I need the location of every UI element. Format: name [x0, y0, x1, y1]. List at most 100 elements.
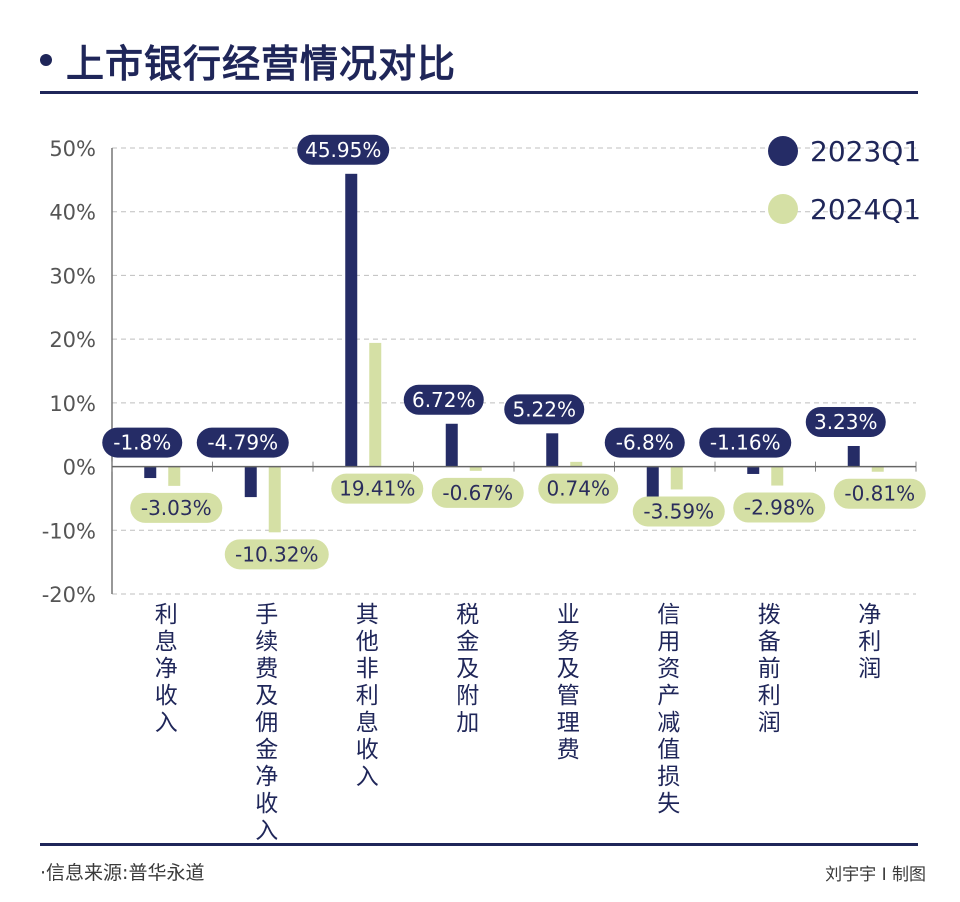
bar-2024q1	[369, 342, 382, 467]
data-label-2024q1-bg	[833, 478, 926, 509]
category-label-char: 损	[657, 764, 680, 790]
credit-note: 刘宇宇 I 制图	[825, 865, 926, 885]
category-label-char: 产	[657, 683, 680, 709]
y-tick-label: 0%	[63, 456, 96, 480]
category-label-char: 用	[657, 629, 680, 655]
category-label-char: 利	[155, 602, 178, 628]
category-label-char: 入	[255, 818, 278, 840]
bar-2023q1	[546, 433, 559, 467]
category-label-char: 理	[557, 710, 580, 736]
category-label-char: 非	[356, 656, 379, 682]
data-label-2024q1: -0.81%	[844, 482, 915, 506]
data-label-2023q1-bg	[403, 384, 484, 415]
bar-2023q1	[345, 173, 358, 467]
data-label-2024q1: -3.03%	[141, 496, 212, 520]
category-label-char: 他	[356, 629, 379, 655]
bar-2023q1	[244, 466, 257, 498]
category-label-char: 拨	[758, 602, 781, 628]
category-label-char: 费	[255, 656, 278, 682]
category-label-char: 润	[858, 656, 881, 682]
category-label-char: 息	[356, 710, 379, 736]
category-label-char: 净	[858, 602, 881, 628]
category-label-char: 管	[557, 683, 580, 709]
data-label-2023q1-bg	[805, 406, 886, 437]
category-label-char: 金	[456, 629, 479, 655]
category-label-char: 收	[356, 737, 379, 763]
data-label-2023q1: -6.8%	[616, 431, 674, 455]
data-label-2023q1: 5.22%	[512, 397, 576, 421]
category-label-char: 净	[155, 656, 178, 682]
data-label-2023q1: -1.8%	[113, 431, 171, 455]
bar-2024q1	[771, 466, 784, 486]
category-label-char: 信	[657, 602, 680, 628]
legend: 2023Q1 2024Q1	[768, 128, 921, 244]
bar-2024q1	[469, 466, 482, 471]
category-label-char: 手	[255, 602, 278, 628]
y-tick-label: 40%	[49, 201, 96, 225]
top-divider	[40, 91, 918, 94]
category-label-char: 减	[657, 710, 680, 736]
data-label-2024q1: -0.67%	[442, 481, 513, 505]
category-label-char: 续	[255, 629, 278, 655]
bar-chart: 50%40%30%20%10%0%-10%-20%-1.8%-3.03%利息净收…	[42, 134, 926, 840]
data-label-2024q1-bg	[538, 473, 619, 504]
legend-item-2024q1: 2024Q1	[768, 186, 921, 232]
category-label-char: 利	[858, 629, 881, 655]
category-label-char: 税	[456, 602, 479, 628]
category-label-char: 其	[356, 602, 379, 628]
category-label-char: 务	[557, 629, 580, 655]
data-label-2023q1: -1.16%	[710, 431, 781, 455]
category-label-char: 金	[255, 737, 278, 763]
category-label-char: 润	[758, 710, 781, 736]
bar-2024q1	[168, 466, 181, 486]
bar-2024q1	[570, 461, 583, 467]
legend-swatch-2024q1	[768, 194, 798, 224]
category-label-char: 入	[155, 710, 178, 736]
data-label-2023q1-bg	[196, 427, 289, 458]
category-label-char: 备	[758, 629, 781, 655]
category-label-char: 加	[456, 710, 479, 736]
source-note: ·信息来源:普华永道	[40, 862, 205, 884]
category-label-char: 业	[557, 602, 580, 628]
data-label-2024q1-bg	[130, 492, 223, 523]
category-label-char: 资	[657, 656, 680, 682]
category-label-char: 及	[255, 683, 278, 709]
category-label-char: 净	[255, 764, 278, 790]
bullet-icon	[40, 54, 52, 66]
category-label-char: 附	[456, 683, 479, 709]
y-tick-label: 10%	[49, 392, 96, 416]
data-label-2023q1-bg	[699, 427, 792, 458]
category-label-char: 前	[758, 656, 781, 682]
category-label-char: 及	[557, 656, 580, 682]
data-label-2024q1: -3.59%	[643, 499, 714, 523]
category-label-char: 值	[657, 737, 680, 763]
y-tick-label: 20%	[49, 328, 96, 352]
category-label-char: 收	[255, 791, 278, 817]
category-label-char: 佣	[255, 710, 278, 736]
category-label-char: 息	[155, 629, 178, 655]
data-label-2024q1: 0.74%	[546, 477, 610, 501]
legend-swatch-2023q1	[768, 136, 798, 166]
y-tick-label: -10%	[42, 519, 96, 543]
category-label-char: 费	[557, 737, 580, 763]
bottom-divider	[40, 843, 918, 846]
y-tick-label: 50%	[49, 137, 96, 161]
data-label-2024q1-bg	[632, 496, 725, 527]
legend-label-2024q1: 2024Q1	[810, 192, 922, 226]
data-label-2023q1-bg	[297, 134, 390, 165]
category-label-char: 及	[456, 656, 479, 682]
bar-2023q1	[747, 466, 760, 474]
data-label-2024q1: 19.41%	[339, 477, 415, 501]
data-label-2023q1: 3.23%	[814, 410, 878, 434]
data-label-2023q1-bg	[604, 427, 685, 458]
category-label-char: 失	[657, 791, 680, 817]
data-label-2024q1-bg	[331, 473, 424, 504]
y-tick-label: -20%	[42, 583, 96, 607]
title-row: 上市银行经营情况对比	[40, 30, 456, 90]
data-label-2024q1-bg	[733, 492, 826, 523]
legend-item-2023q1: 2023Q1	[768, 128, 921, 174]
data-label-2024q1: -2.98%	[744, 496, 815, 520]
category-label-char: 入	[356, 764, 379, 790]
data-label-2023q1-bg	[504, 394, 585, 425]
bar-2023q1	[144, 466, 157, 479]
